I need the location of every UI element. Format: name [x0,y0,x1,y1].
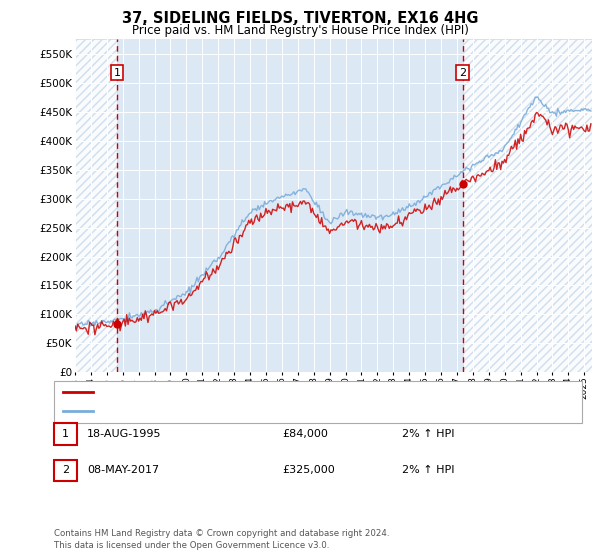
Text: 2: 2 [459,68,466,77]
Text: 1: 1 [62,429,69,439]
Text: 18-AUG-1995: 18-AUG-1995 [87,429,161,439]
Text: 2: 2 [62,465,69,475]
Text: 1: 1 [113,68,121,77]
Text: Contains HM Land Registry data © Crown copyright and database right 2024.
This d: Contains HM Land Registry data © Crown c… [54,529,389,550]
Text: 2% ↑ HPI: 2% ↑ HPI [402,429,455,439]
Text: 2% ↑ HPI: 2% ↑ HPI [402,465,455,475]
Text: £325,000: £325,000 [282,465,335,475]
Text: £84,000: £84,000 [282,429,328,439]
Text: 37, SIDELING FIELDS, TIVERTON, EX16 4HG (detached house): 37, SIDELING FIELDS, TIVERTON, EX16 4HG … [99,387,406,397]
Text: Price paid vs. HM Land Registry's House Price Index (HPI): Price paid vs. HM Land Registry's House … [131,24,469,36]
Text: HPI: Average price, detached house, Mid Devon: HPI: Average price, detached house, Mid … [99,406,337,416]
Text: 08-MAY-2017: 08-MAY-2017 [87,465,159,475]
Text: 37, SIDELING FIELDS, TIVERTON, EX16 4HG: 37, SIDELING FIELDS, TIVERTON, EX16 4HG [122,11,478,26]
